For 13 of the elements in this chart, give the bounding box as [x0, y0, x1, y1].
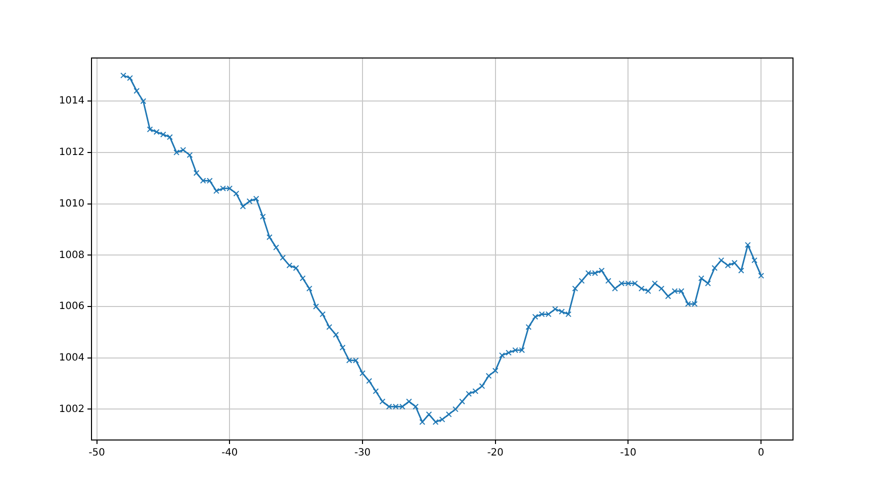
x-tick-label: -20	[487, 448, 504, 459]
x-tick-label: -10	[620, 448, 636, 459]
y-tick-label: 1002	[58, 404, 84, 415]
y-tick-label: 1012	[58, 147, 84, 158]
y-tick-label: 1006	[58, 301, 84, 312]
y-tick-label: 1014	[58, 96, 84, 107]
x-tick-label: -30	[354, 448, 371, 459]
y-tick-label: 1008	[58, 250, 84, 261]
y-tick-label: 1004	[58, 352, 84, 364]
x-tick-label: 0	[758, 448, 764, 459]
x-tick-label: -40	[221, 448, 238, 459]
x-tick-label: -50	[88, 448, 105, 459]
y-tick-label: 1010	[58, 198, 84, 210]
